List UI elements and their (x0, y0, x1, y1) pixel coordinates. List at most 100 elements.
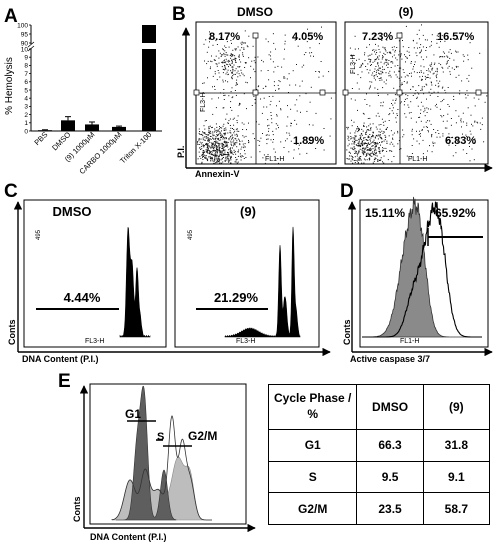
scatter-point (379, 134, 381, 136)
scatter-point (390, 130, 392, 132)
scatter-point (284, 34, 286, 36)
scatter-point (258, 85, 260, 87)
scatter-point (366, 159, 368, 161)
scatter-point (483, 141, 485, 143)
scatter-point (230, 135, 232, 137)
scatter-point (296, 99, 298, 101)
scatter-point (216, 126, 218, 128)
scatter-point (403, 72, 405, 73)
scatter-point (277, 124, 279, 126)
scatter-point (276, 105, 277, 107)
scatter-point (444, 89, 446, 91)
scatter-point (219, 150, 221, 151)
scatter-point (377, 135, 379, 137)
scatter-point (436, 77, 438, 79)
scatter-point (372, 148, 374, 150)
scatter-point (372, 134, 374, 136)
scatter-point (388, 135, 390, 137)
scatter-point (226, 144, 228, 146)
scatter-point (238, 54, 240, 56)
scatter-point (357, 153, 359, 155)
scatter-point (221, 134, 223, 136)
scatter-point (243, 75, 245, 77)
scatter-point (376, 134, 378, 136)
scatter-point (231, 53, 233, 55)
phase-label-s: S (157, 431, 164, 443)
scatter-point (234, 144, 236, 146)
scatter-point (221, 127, 223, 129)
scatter-point (208, 129, 210, 131)
scatter-point (202, 131, 204, 133)
scatter-point (371, 136, 372, 138)
scatter-point (369, 61, 371, 62)
y-tick-label: 2 (24, 112, 28, 119)
scatter-point (209, 131, 211, 133)
scatter-point (224, 62, 226, 64)
scatter-point (385, 60, 387, 61)
scatter-point (364, 99, 366, 100)
scatter-point (201, 134, 203, 136)
scatter-point (236, 162, 238, 164)
scatter-point (370, 127, 372, 129)
scatter-point (370, 155, 372, 157)
scatter-point (293, 149, 295, 151)
scatter-point (218, 156, 220, 158)
scatter-point (383, 52, 385, 54)
scatter-point (420, 44, 422, 46)
scatter-point (410, 61, 412, 62)
scatter-point (231, 62, 233, 64)
scatter-point (276, 114, 278, 116)
scatter-point (283, 76, 285, 78)
scatter-point (368, 129, 370, 131)
scatter-point (427, 150, 428, 152)
panel-e: E Conts DNA Content (P.I.) G1 S G2/M (58, 371, 256, 542)
scatter-point (262, 87, 264, 89)
scatter-point (227, 54, 229, 56)
y-tick-label: 4 (24, 96, 28, 103)
scatter-point (235, 153, 237, 155)
scatter-point (363, 151, 365, 153)
treated-outline (111, 415, 212, 521)
scatter-point (250, 65, 252, 67)
scatter-point (358, 152, 360, 154)
scatter-point (473, 142, 475, 144)
scatter-point (400, 101, 402, 103)
scatter-point (225, 58, 227, 60)
scatter-point (218, 57, 220, 59)
scatter-point (275, 128, 277, 130)
scatter-point (396, 113, 398, 115)
scatter-point (374, 148, 376, 150)
scatter-point (284, 40, 286, 42)
scatter-point (267, 154, 269, 156)
scatter-point (348, 139, 350, 141)
scatter-point (357, 144, 359, 146)
scatter-point (232, 147, 233, 149)
scatter-point (355, 150, 357, 152)
scatter-point (381, 149, 383, 151)
scatter-point (375, 151, 377, 153)
scatter-point (221, 153, 223, 155)
scatter-point (206, 146, 208, 148)
scatter-point (217, 161, 219, 163)
scatter-point (354, 148, 356, 150)
scatter-point (205, 39, 207, 41)
scatter-point (372, 123, 374, 125)
scatter-point (223, 60, 225, 62)
scatter-point (213, 161, 215, 162)
scatter-point (362, 143, 364, 145)
scatter-point (330, 118, 332, 120)
scatter-point (230, 147, 232, 149)
scatter-point (436, 103, 437, 105)
scatter-point (264, 162, 266, 164)
category-label: PBS (32, 130, 49, 147)
scatter-point (232, 128, 233, 129)
scatter-point (358, 157, 360, 159)
scatter-point (220, 127, 222, 129)
scatter-point (411, 145, 413, 146)
scatter-point (354, 62, 356, 64)
scatter-point (374, 68, 376, 70)
scatter-point (309, 47, 311, 49)
scatter-point (208, 139, 210, 141)
scatter-point (427, 126, 428, 128)
